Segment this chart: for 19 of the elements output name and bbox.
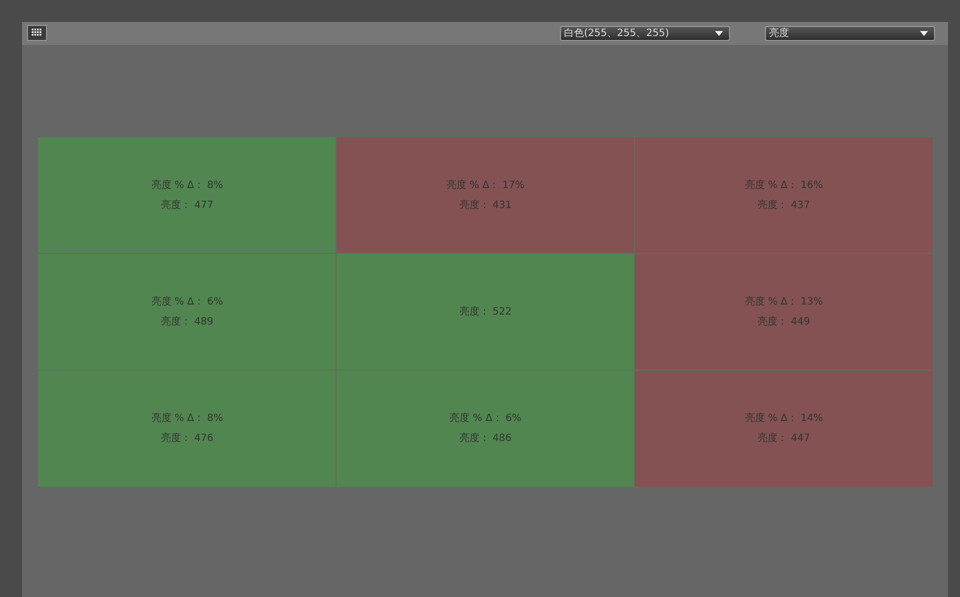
annotation: 亮度 % Δ： 6% (151, 296, 224, 308)
data-label: 亮度： 486 (459, 432, 512, 444)
annotation: 亮度 % Δ： 13% (744, 296, 823, 308)
data-label: 亮度： 431 (459, 198, 512, 211)
data-label: 亮度： 477 (161, 198, 214, 211)
data-label: 亮度： 522 (459, 306, 512, 318)
data-label: 亮度： 476 (161, 432, 214, 444)
annotation: 亮度 % Δ： 8% (151, 412, 224, 424)
annotation: 亮度 % Δ： 8% (151, 178, 224, 191)
dropdown-field: 白色(255、255、255) (560, 26, 730, 41)
dropdown-field: 亮度 (765, 26, 935, 41)
data-label: 亮度： 449 (758, 316, 810, 328)
annotation: 亮度 % Δ： 6% (450, 412, 522, 424)
data-label: 亮度： 437 (758, 198, 810, 211)
annotation: 亮度 % Δ： 14% (744, 412, 823, 424)
annotation: 亮度 % Δ： 16% (744, 178, 823, 191)
data-label: 亮度： 447 (758, 432, 810, 444)
data-label: 亮度： 489 (161, 316, 214, 328)
annotation: 亮度 % Δ： 17% (446, 178, 525, 191)
